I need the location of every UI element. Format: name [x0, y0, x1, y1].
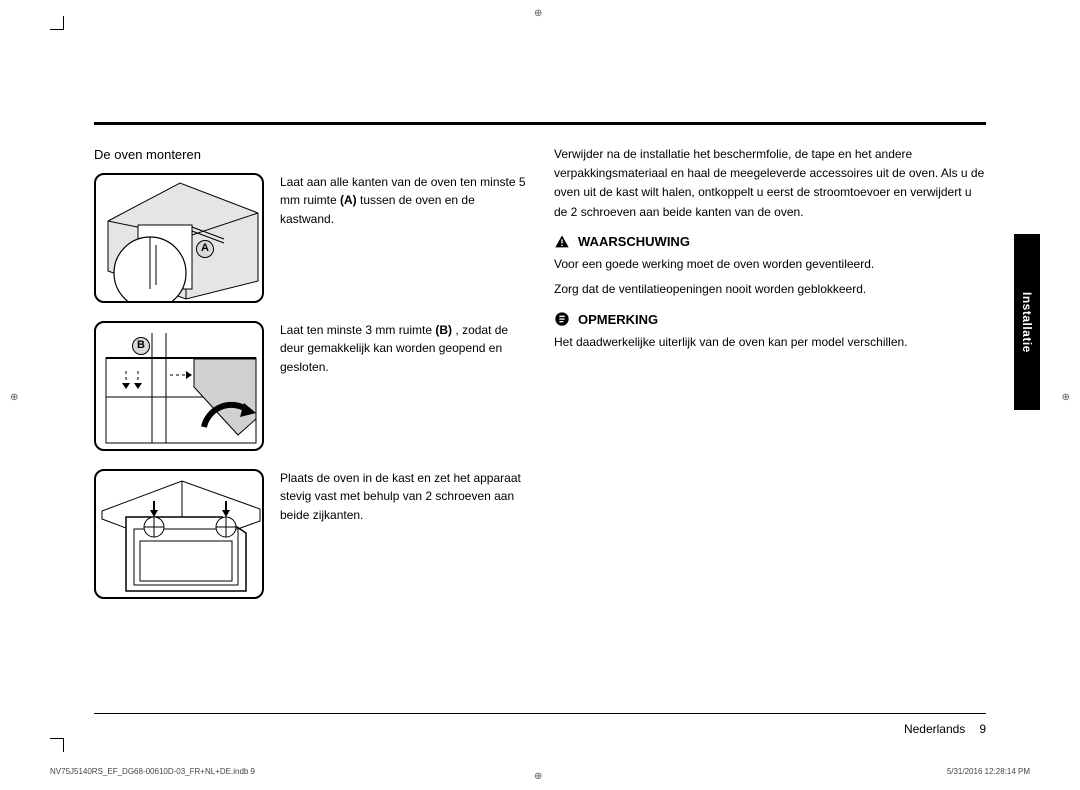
figure-1: A	[94, 173, 264, 303]
print-timestamp: 5/31/2016 12:28:14 PM	[947, 766, 1030, 778]
figure-3	[94, 469, 264, 599]
content-area: De oven monteren	[94, 122, 986, 738]
figure-2-svg	[96, 323, 264, 451]
step-2: B Laat ten minste 3 mm ruimte (B) , zoda…	[94, 321, 526, 451]
callout-a: A	[196, 240, 214, 258]
crop-mark-bottom-left-icon	[50, 738, 64, 752]
warning-heading: WAARSCHUWING	[554, 232, 986, 252]
step-1: A Laat aan alle kanten van de oven ten m…	[94, 173, 526, 303]
footer-language: Nederlands	[904, 720, 965, 738]
crop-mark-top-left-icon	[50, 16, 64, 30]
two-column-layout: De oven monteren	[94, 145, 986, 617]
left-column: De oven monteren	[94, 145, 526, 617]
page-footer: Nederlands 9	[94, 713, 986, 738]
section-title: De oven monteren	[94, 145, 526, 165]
page: ⊕ ⊕ ⊕ ⊕ Installatie De oven monteren	[0, 0, 1080, 790]
section-tab: Installatie	[1014, 234, 1040, 410]
print-footer: NV75J5140RS_EF_DG68-00610D-03_FR+NL+DE.i…	[50, 766, 1030, 778]
note-icon	[554, 311, 570, 327]
figure-1-svg	[96, 175, 264, 303]
intro-paragraph: Verwijder na de installatie het bescherm…	[554, 145, 986, 222]
reg-mark-top-icon: ⊕	[534, 6, 542, 21]
figure-3-svg	[96, 471, 264, 599]
figure-2: B	[94, 321, 264, 451]
step-3-text: Plaats de oven in de kast en zet het app…	[280, 469, 526, 525]
top-rule	[94, 122, 986, 125]
reg-mark-right-icon: ⊕	[1062, 390, 1070, 405]
warning-icon	[554, 234, 570, 250]
step-1-text: Laat aan alle kanten van de oven ten min…	[280, 173, 526, 229]
right-column: Verwijder na de installatie het bescherm…	[554, 145, 986, 617]
note-body: Het daadwerkelijke uiterlijk van de oven…	[554, 333, 986, 352]
note-heading: OPMERKING	[554, 310, 986, 330]
warning-label: WAARSCHUWING	[578, 232, 690, 252]
reg-mark-left-icon: ⊕	[10, 390, 18, 405]
section-tab-label: Installatie	[1018, 292, 1036, 353]
note-label: OPMERKING	[578, 310, 658, 330]
warning-body-2: Zorg dat de ventilatieopeningen nooit wo…	[554, 280, 986, 299]
warning-body-1: Voor een goede werking moet de oven word…	[554, 255, 986, 274]
print-filename: NV75J5140RS_EF_DG68-00610D-03_FR+NL+DE.i…	[50, 766, 255, 778]
step-3: Plaats de oven in de kast en zet het app…	[94, 469, 526, 599]
callout-b: B	[132, 337, 150, 355]
step-2-text: Laat ten minste 3 mm ruimte (B) , zodat …	[280, 321, 526, 377]
footer-page-number: 9	[979, 720, 986, 738]
